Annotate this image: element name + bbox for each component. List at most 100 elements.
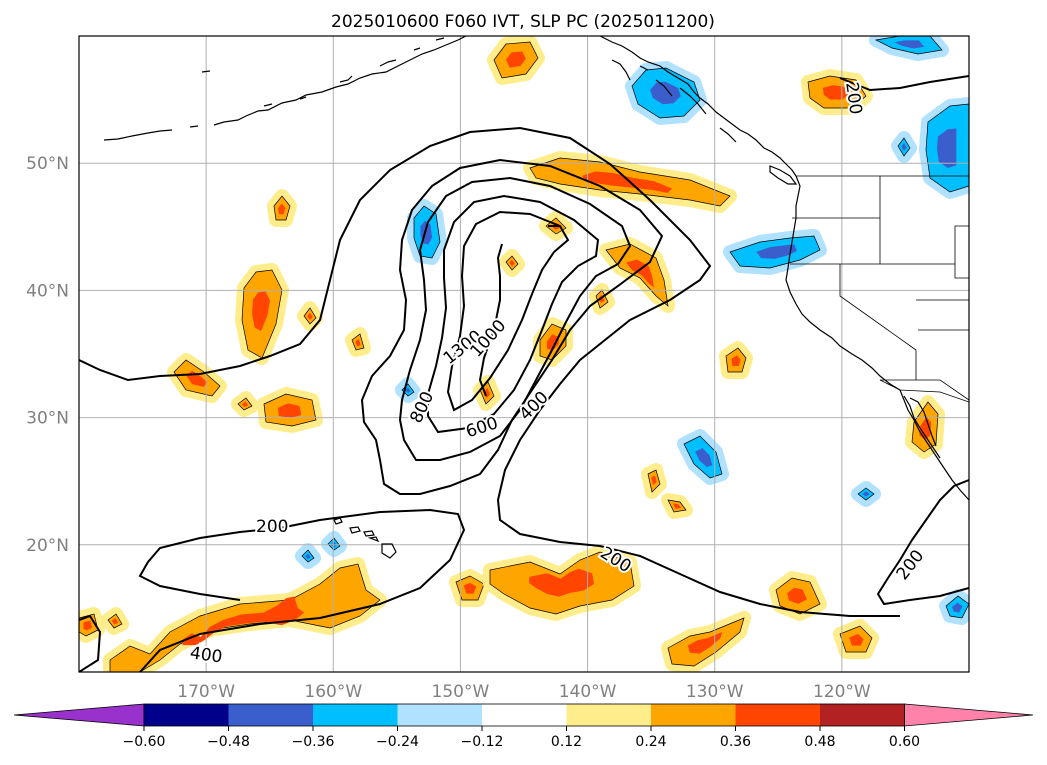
west-coast-coastline <box>785 175 969 501</box>
positive-anomaly-region <box>499 249 525 277</box>
colorbar-extend-low <box>13 703 145 727</box>
anomaly-core <box>506 51 526 68</box>
anomaly-core <box>937 128 957 168</box>
positive-anomaly-region <box>905 395 945 459</box>
anomaly-core <box>651 475 657 486</box>
lon-tick-label: 170°W <box>177 682 235 702</box>
baja-coastline <box>903 395 941 459</box>
colorbar-segment <box>482 704 567 726</box>
negative-anomaly-region <box>869 36 949 61</box>
state-borders <box>790 176 969 401</box>
anomaly-core <box>650 81 681 105</box>
anomaly-core <box>787 587 807 604</box>
positive-anomaly-region <box>103 557 387 672</box>
colorbar-tick-label: −0.36 <box>292 734 335 750</box>
positive-anomaly-region <box>801 69 873 115</box>
colorbar-segment <box>397 704 482 726</box>
anomaly-core <box>278 203 286 215</box>
colorbar-segment <box>228 704 313 726</box>
colorbar-tick-label: −0.24 <box>376 734 419 750</box>
anomaly-core <box>182 596 305 646</box>
anomaly-core <box>599 294 605 304</box>
negative-anomaly-region <box>295 543 321 569</box>
colorbar-segment <box>651 704 736 726</box>
ivt-contours <box>79 75 969 672</box>
colorbar-tick-label: 0.36 <box>720 734 751 750</box>
positive-anomaly-region <box>589 283 615 315</box>
negative-anomaly-region <box>851 481 881 507</box>
alaska-islands <box>201 37 737 143</box>
anomaly-core <box>756 244 797 259</box>
anomaly-core <box>529 568 594 597</box>
lon-tick-label: 150°W <box>432 682 490 702</box>
positive-anomaly-region <box>297 301 323 331</box>
negative-anomaly-region <box>677 429 729 485</box>
colorbar-extend-high <box>904 703 1034 727</box>
contour-label: 200 <box>256 517 288 537</box>
anomaly-core <box>252 291 271 332</box>
longitude-labels: 170°W 160°W 150°W 140°W 130°W 120°W <box>177 682 871 702</box>
lat-tick-label: 40°N <box>26 281 69 301</box>
negative-anomaly-region <box>625 61 707 125</box>
contour-200-south-west <box>79 508 466 672</box>
latitude-labels: 50°N 40°N 30°N 20°N <box>26 154 69 556</box>
colorbar-segment <box>820 704 905 726</box>
positive-anomaly-region <box>833 619 879 659</box>
positive-anomaly-region <box>235 263 289 365</box>
contour-1300 <box>478 225 560 397</box>
positive-anomaly-region <box>449 569 491 607</box>
colorbar-tick-label: −0.60 <box>123 734 166 750</box>
colorbar-segment <box>566 704 651 726</box>
political-borders <box>790 175 969 403</box>
positive-anomaly-region <box>719 341 753 379</box>
anomaly-core <box>952 602 963 613</box>
contour-200-east <box>876 479 969 606</box>
colorbar-tick-label: 0.48 <box>804 734 835 750</box>
colorbar-frame <box>143 703 905 727</box>
negative-anomaly-region <box>723 229 827 275</box>
lon-tick-label: 160°W <box>304 682 362 702</box>
vancouver-island <box>769 165 798 185</box>
positive-anomaly-region <box>101 607 129 635</box>
colorbar-segment <box>313 704 398 726</box>
lon-tick-label: 140°W <box>559 682 617 702</box>
lon-tick-label: 120°W <box>813 682 871 702</box>
anomaly-core <box>687 632 723 654</box>
contour-600 <box>398 176 632 461</box>
colorbar-tick-label: 0.12 <box>551 734 582 750</box>
map-gridlines <box>79 36 969 672</box>
anomaly-core <box>546 334 559 351</box>
us-mexico-border <box>879 379 969 403</box>
positive-anomaly-region <box>641 463 667 499</box>
anomaly-core <box>822 85 850 100</box>
positive-anomaly-region <box>769 571 827 621</box>
positive-anomaly-region <box>661 493 693 519</box>
positive-anomaly-region <box>267 189 297 227</box>
anomaly-core <box>83 620 93 631</box>
anomaly-core <box>241 401 249 407</box>
colorbar-tick-label: −0.48 <box>207 734 250 750</box>
anomaly-core <box>626 259 654 288</box>
anomaly-core <box>849 633 864 646</box>
anomaly-core <box>862 491 870 497</box>
contour-1000 <box>446 210 570 412</box>
coastlines <box>103 36 969 559</box>
positive-anomaly-region <box>345 327 371 357</box>
map-frame <box>78 35 970 673</box>
anomaly-core <box>277 403 302 418</box>
anomaly-core <box>405 387 411 393</box>
anomaly-core <box>463 582 477 594</box>
anomaly-core <box>582 171 673 193</box>
negative-anomaly-region <box>321 531 347 557</box>
colorbar: −0.60 −0.48 −0.36 −0.24 −0.12 0.12 0.24 0.36 0.4… <box>13 703 1034 750</box>
anomaly-core <box>509 259 515 267</box>
negative-anomaly-region <box>407 199 447 265</box>
positive-anomaly-region <box>167 353 227 403</box>
colorbar-tick-label: −0.12 <box>461 734 504 750</box>
positive-anomaly-region <box>487 36 545 85</box>
anomaly-core <box>894 40 925 49</box>
anomaly-core <box>111 618 119 625</box>
lat-tick-label: 50°N <box>26 154 69 174</box>
anomaly-core <box>305 553 311 559</box>
